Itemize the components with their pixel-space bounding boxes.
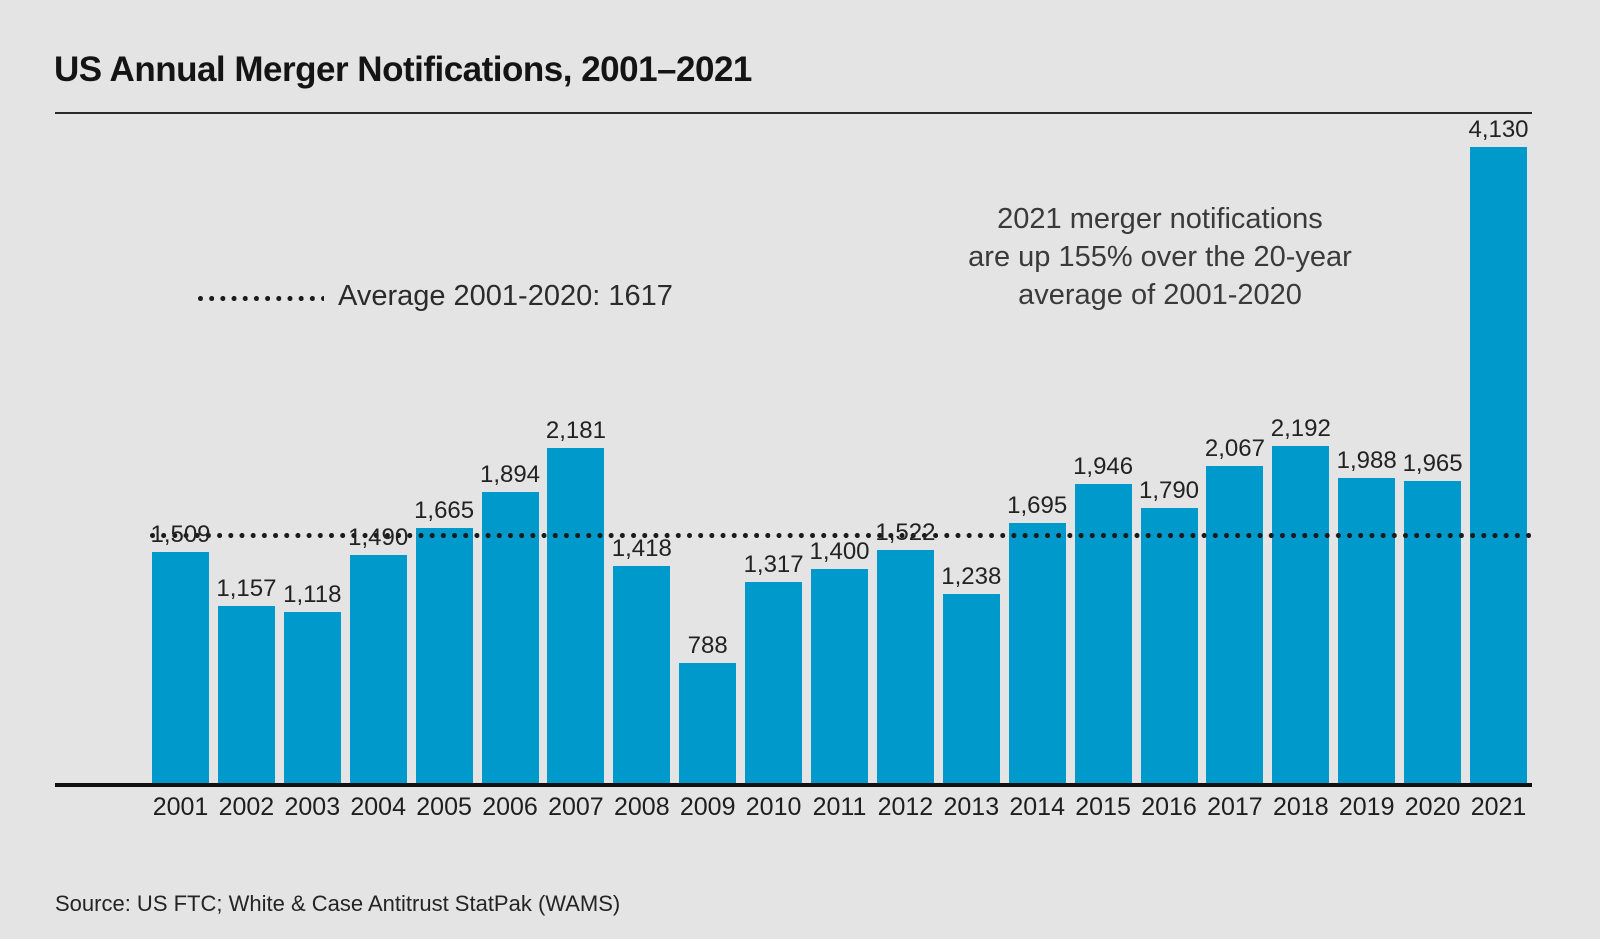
bar-value-label: 1,317 [743,551,804,578]
x-axis-label: 2007 [548,793,604,821]
bar-value-label: 1,157 [216,575,277,602]
bar-value-label: 1,665 [414,497,475,524]
bar-value-label: 1,695 [1007,492,1068,519]
annotation-line-2: are up 155% over the 20-year [968,241,1352,273]
bar-value-label: 1,118 [283,581,342,608]
average-legend-label: Average 2001-2020: 1617 [338,280,673,312]
x-axis-label: 2003 [284,793,341,821]
x-axis-label: 2012 [877,793,934,821]
x-axis-label: 2006 [482,793,538,821]
x-axis-label: 2018 [1272,793,1329,821]
annotation-line-3: average of 2001-2020 [1018,279,1302,311]
bar-2019 [1338,478,1396,785]
bar-2011 [811,569,868,785]
bar-value-label: 1,965 [1402,450,1463,477]
x-axis-label: 2017 [1207,793,1263,821]
bar-2015 [1074,484,1132,785]
x-axis-label: 2001 [152,793,209,821]
x-axis-label: 2015 [1075,793,1131,821]
bar-value-label: 1,946 [1073,453,1134,480]
x-axis-label: 2019 [1338,793,1395,821]
x-axis-label: 2008 [613,793,670,821]
bar-value-label: 788 [687,632,728,659]
bar-2018 [1272,446,1330,785]
x-axis-label: 2011 [812,793,867,821]
x-axis-label: 2010 [745,793,802,821]
bar-2006 [481,492,539,785]
bar-2012 [876,550,934,785]
bar-value-label: 1,238 [941,563,1002,590]
x-axis-label: 2013 [943,793,1000,821]
x-axis-label: 2021 [1470,793,1527,821]
x-axis-label: 2020 [1404,793,1461,821]
bar-value-label: 1,490 [348,524,409,551]
source-note: Source: US FTC; White & Case Antitrust S… [55,891,621,916]
bar-value-label: 1,522 [875,519,936,546]
x-axis-line [55,783,1532,787]
bar-2005 [415,528,473,785]
bar-2009 [679,663,737,785]
bar-value-label: 2,067 [1204,435,1265,462]
bar-2003 [283,612,341,785]
bar-2007 [547,448,605,785]
x-axis-label: 2004 [350,793,406,821]
bar-2017 [1206,466,1264,785]
bar-2001 [152,552,209,785]
annotation-line-1: 2021 merger notifications [997,203,1323,235]
x-axis-label: 2009 [679,793,736,821]
x-axis-label: 2016 [1141,793,1197,821]
chart-title: US Annual Merger Notifications, 2001–202… [54,50,752,89]
annotation-2021: 2021 merger notifications are up 155% ov… [900,200,1420,314]
bar-value-label: 1,418 [611,535,672,562]
bar-2013 [942,594,1000,785]
bar-value-label: 2,181 [545,417,606,444]
x-axis-label: 2014 [1009,793,1065,821]
bar-2021 [1470,147,1527,785]
bar-2008 [613,566,671,785]
bar-2004 [349,555,407,785]
x-axis-label: 2005 [416,793,472,821]
bar-value-label: 1,400 [809,538,870,565]
bar-value-label: 1,790 [1138,477,1200,504]
bar-value-label: 1,988 [1336,447,1397,474]
x-axis-label: 2002 [218,793,275,821]
bar-2016 [1140,508,1198,785]
bar-2014 [1008,523,1066,785]
average-reference-line [150,533,1532,538]
bar-value-label: 4,130 [1468,116,1529,143]
bar-value-label: 1,509 [150,521,211,548]
average-line-swatch [198,296,324,301]
title-divider [55,112,1532,114]
bar-2020 [1404,481,1462,785]
bar-2002 [217,606,275,785]
bar-2010 [745,582,803,785]
bar-value-label: 2,192 [1270,415,1331,442]
bar-value-label: 1,894 [479,461,541,488]
average-legend: Average 2001-2020: 1617 [198,280,673,313]
